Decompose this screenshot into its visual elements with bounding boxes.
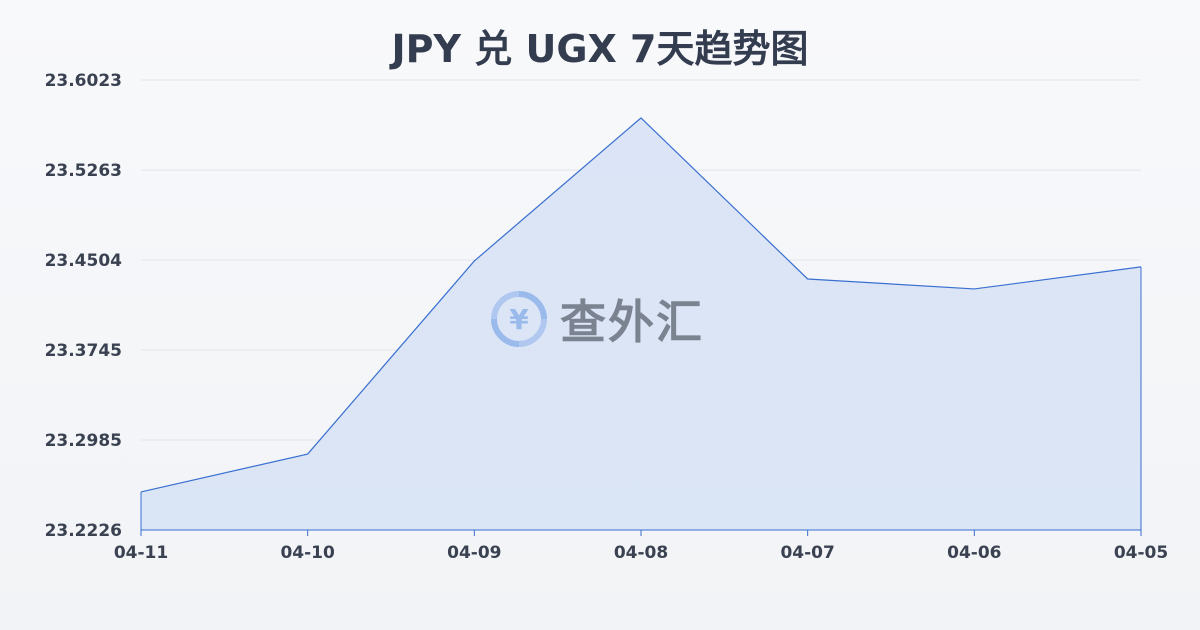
x-tick-label: 04-09 [447,543,501,563]
y-tick-label: 23.2985 [45,431,122,451]
y-tick-label: 23.5263 [45,161,122,181]
x-tick-label: 04-06 [947,543,1001,563]
x-tick-label: 04-08 [614,543,668,563]
watermark-text: 查外汇 [560,295,704,349]
x-tick-label: 04-11 [114,543,168,563]
chart-title: JPY 兑 UGX 7天趋势图 [391,27,809,71]
x-tick-label: 04-07 [780,543,834,563]
x-tick-label: 04-05 [1114,543,1168,563]
yen-exchange-icon: ¥ [491,291,547,347]
area-fill [141,117,1141,530]
y-tick-label: 23.2226 [45,521,122,541]
y-tick-label: 23.3745 [45,341,122,361]
y-tick-label: 23.4504 [45,251,123,271]
y-tick-label: 23.6023 [45,71,122,91]
x-tick-label: 04-10 [280,543,335,563]
watermark: ¥ 查外汇 [488,286,704,352]
svg-text:¥: ¥ [509,303,529,336]
